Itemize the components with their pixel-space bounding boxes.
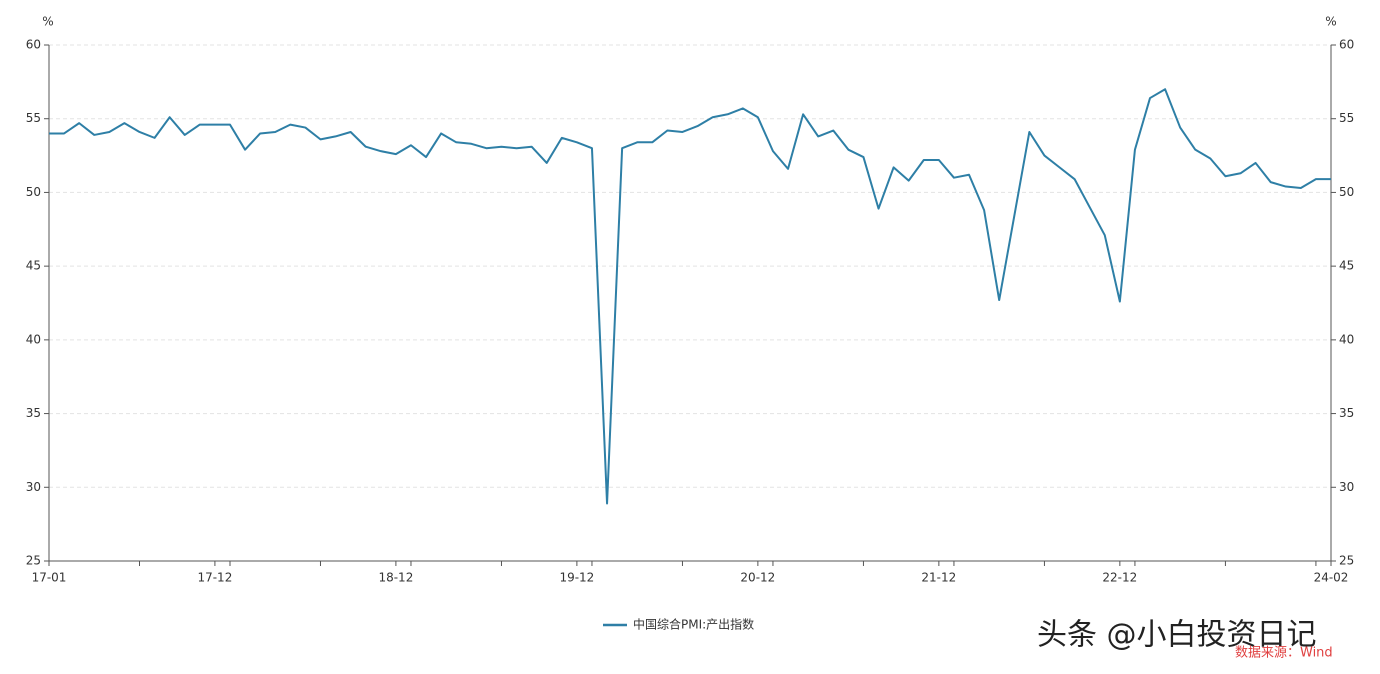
- y2-tick-label: 60: [1339, 38, 1354, 52]
- y2-tick-label: 45: [1339, 259, 1354, 273]
- x-tick-label: 18-12: [378, 571, 413, 585]
- watermark: 头条 @小白投资日记: [1037, 618, 1317, 653]
- x-tick-label: 19-12: [559, 571, 594, 585]
- y-tick-label: 50: [26, 185, 41, 199]
- y2-tick-label: 50: [1339, 185, 1354, 199]
- y-tick-label: 40: [26, 332, 41, 346]
- x-tick-label: 21-12: [921, 571, 956, 585]
- legend-label: 中国综合PMI:产出指数: [633, 617, 754, 632]
- y2-tick-label: 35: [1339, 406, 1354, 420]
- y2-tick-label: 25: [1339, 554, 1354, 568]
- x-tick-label: 17-12: [197, 571, 232, 585]
- y-tick-label: 35: [26, 406, 41, 420]
- y-tick-label: 25: [26, 554, 41, 568]
- y2-axis-label: %: [1325, 15, 1336, 29]
- y-tick-label: 60: [26, 38, 41, 52]
- y2-tick-label: 30: [1339, 480, 1354, 494]
- y-tick-label: 45: [26, 259, 41, 273]
- y-tick-label: 55: [26, 111, 41, 125]
- y-tick-label: 30: [26, 480, 41, 494]
- y2-tick-label: 55: [1339, 111, 1354, 125]
- x-tick-label: 17-01: [32, 571, 67, 585]
- x-tick-label: 20-12: [740, 571, 775, 585]
- x-tick-label: 24-02: [1314, 571, 1349, 585]
- x-tick-label: 22-12: [1102, 571, 1137, 585]
- data-line: [49, 88, 1331, 505]
- source-note: 数据来源：Wind: [1235, 646, 1333, 661]
- y2-tick-label: 40: [1339, 332, 1354, 346]
- y-axis-label: %: [42, 15, 53, 29]
